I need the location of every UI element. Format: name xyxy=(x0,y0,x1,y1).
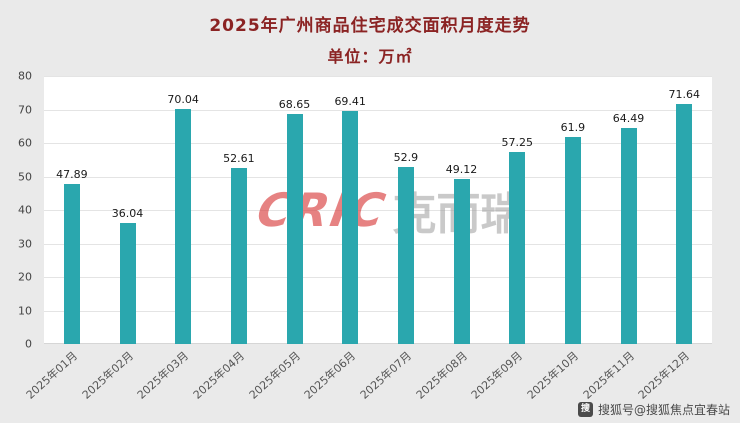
chart-subtitle: 单位：万㎡ xyxy=(327,47,413,66)
bar xyxy=(397,166,414,344)
y-tick-label: 70 xyxy=(18,103,32,116)
bar xyxy=(509,152,526,344)
bar-column: 70.04 xyxy=(155,76,211,344)
bar-column: 52.9 xyxy=(378,76,434,344)
x-tick-label: 2025年01月 xyxy=(23,349,80,402)
x-axis-line xyxy=(44,343,712,344)
gridline xyxy=(44,210,712,211)
bar xyxy=(620,127,637,344)
bar-column: 61.9 xyxy=(545,76,601,344)
bar xyxy=(63,183,80,344)
credit-text: 搜狐号@搜狐焦点宜春站 xyxy=(597,403,730,417)
sohu-logo-icon: 搜 xyxy=(577,402,593,417)
bar-value-label: 47.89 xyxy=(56,167,88,181)
gridline xyxy=(44,176,712,178)
y-tick-label: 60 xyxy=(18,136,32,150)
bar-value-label: 69.41 xyxy=(334,95,366,109)
bar xyxy=(286,114,303,344)
bar-column: 49.12 xyxy=(434,76,490,344)
x-axis: 2025年01月 2025年02月 2025年03月 2025年04月 2025年05月… xyxy=(24,344,712,406)
footer-credit: 搜 搜狐号@搜狐焦点宜春站 xyxy=(577,401,730,418)
gridline xyxy=(44,76,712,77)
bar-value-label: 71.64 xyxy=(668,88,700,102)
bar-value-label: 61.9 xyxy=(560,120,586,134)
y-tick-label: 20 xyxy=(18,270,32,284)
bar-value-label: 68.65 xyxy=(278,98,311,112)
bar-value-label: 64.49 xyxy=(612,111,645,125)
gridline xyxy=(44,243,712,245)
plot-area: CRIC 克而瑞 47.8936.0470.0452.6168.6569.415… xyxy=(44,76,712,344)
bar-value-label: 52.9 xyxy=(393,150,419,164)
bar-column: 71.64 xyxy=(656,76,712,344)
bar xyxy=(342,111,359,344)
bar-value-label: 70.04 xyxy=(167,93,199,107)
bar-column: 36.04 xyxy=(100,76,156,344)
gridline xyxy=(44,109,712,111)
y-tick-label: 10 xyxy=(18,304,32,317)
gridline xyxy=(44,277,712,278)
bar-column: 57.25 xyxy=(489,76,545,344)
gridline xyxy=(44,143,712,144)
bar-column: 64.49 xyxy=(601,76,657,344)
bar-value-label: 52.61 xyxy=(223,151,255,165)
gridline xyxy=(44,310,712,312)
bar-column: 69.41 xyxy=(322,76,378,344)
bar-value-label: 36.04 xyxy=(111,207,144,221)
bar xyxy=(119,223,136,344)
bar xyxy=(676,104,693,344)
bar xyxy=(453,179,470,344)
chart-header: 2025年广州商品住宅成交面积月度走势 单位：万㎡ xyxy=(0,11,740,67)
bar-column: 68.65 xyxy=(267,76,323,344)
bar xyxy=(230,167,247,344)
y-tick-label: 50 xyxy=(18,170,32,183)
y-tick-label: 80 xyxy=(18,69,32,83)
bar xyxy=(564,136,581,344)
bar-column: 52.61 xyxy=(211,76,267,344)
x-tick: 2025年12月 xyxy=(636,344,712,406)
chart-title: 2025年广州商品住宅成交面积月度走势 xyxy=(209,16,531,36)
bar-value-label: 57.25 xyxy=(501,136,533,150)
bar xyxy=(175,109,192,344)
y-tick-label: 0 xyxy=(25,337,32,351)
bar-column: 47.89 xyxy=(44,76,100,344)
y-tick-label: 30 xyxy=(18,237,32,250)
y-tick-label: 40 xyxy=(18,203,32,217)
bar-value-label: 49.12 xyxy=(445,163,478,177)
y-axis: 0 10 20 30 40 50 60 70 80 xyxy=(0,71,38,350)
